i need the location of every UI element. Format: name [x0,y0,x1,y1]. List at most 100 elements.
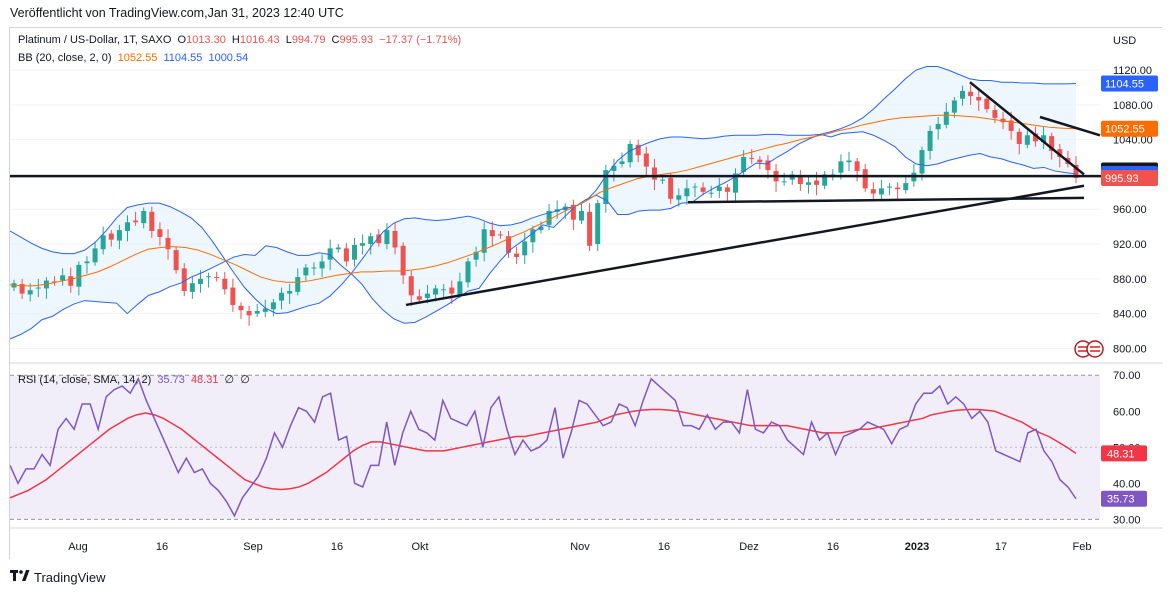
candle-body[interactable] [270,302,276,310]
candle-body[interactable] [992,110,998,118]
candle-body[interactable] [165,237,171,250]
candle-body[interactable] [408,276,414,296]
candle-body[interactable] [189,283,195,292]
candle-body[interactable] [1008,120,1014,131]
candle-body[interactable] [441,289,447,291]
rsi-line[interactable] [10,377,1077,518]
drawn-trendlines[interactable] [10,81,1108,307]
candle-body[interactable] [303,267,309,276]
candle-body[interactable] [400,245,406,276]
candle-body[interactable] [846,160,852,163]
candle-body[interactable] [287,291,293,294]
candle-body[interactable] [230,287,236,305]
candle-body[interactable] [870,189,876,194]
candle-body[interactable] [351,244,357,260]
candle-body[interactable] [173,250,179,271]
candle-body[interactable] [1032,133,1038,142]
bb-upper-line[interactable] [10,66,1077,315]
candle-body[interactable] [603,170,609,204]
candle-body[interactable] [92,248,98,263]
candle-body[interactable] [376,234,382,244]
candle-body[interactable] [578,210,584,221]
bb-lower-line[interactable] [10,131,1077,340]
candle-body[interactable] [611,165,617,171]
rsi-label[interactable]: RSI (14, close, SMA, 14, 2) [18,374,152,386]
candle-body[interactable] [668,177,674,199]
candle-body[interactable] [797,175,803,184]
bb-label[interactable]: BB (20, close, 2, 0) [18,52,112,64]
candle-body[interactable] [951,100,957,113]
candle-body[interactable] [708,192,714,194]
candle-body[interactable] [960,90,966,99]
upper-wedge-line[interactable] [1039,115,1101,137]
candle-body[interactable] [197,278,203,285]
candle-body[interactable] [246,311,252,316]
candle-body[interactable] [781,181,787,183]
candle-body[interactable] [514,253,520,258]
candle-body[interactable] [887,186,893,188]
candle-body[interactable] [538,226,544,231]
candle-body[interactable] [984,98,990,110]
candle-body[interactable] [481,229,487,253]
candle-body[interactable] [343,248,349,262]
candle-body[interactable] [919,150,925,174]
candle-body[interactable] [497,234,503,236]
symbol-title[interactable]: Platinum / US-Dollar, 1T, SAXO [18,34,172,46]
candle-body[interactable] [757,159,763,163]
rsi-sma-line[interactable] [10,408,1077,499]
candle-body[interactable] [311,267,317,269]
candle-body[interactable] [643,153,649,167]
candle-body[interactable] [700,187,706,192]
candle-body[interactable] [854,161,860,171]
candle-body[interactable] [935,123,941,130]
candle-body[interactable] [822,174,828,186]
candle-body[interactable] [724,187,730,192]
candle-body[interactable] [52,281,58,283]
candle-body[interactable] [976,96,982,101]
rsi-pane[interactable] [10,374,1100,520]
candle-body[interactable] [133,220,139,223]
candle-body[interactable] [619,161,625,164]
candle-body[interactable] [635,144,641,156]
candle-body[interactable] [457,281,463,295]
candle-body[interactable] [903,183,909,191]
candle-body[interactable] [116,230,122,241]
candle-body[interactable] [181,268,187,292]
candle-body[interactable] [76,264,82,287]
candle-body[interactable] [157,229,163,238]
candle-body[interactable] [627,143,633,163]
candle-body[interactable] [676,195,682,200]
candle-body[interactable] [68,276,74,286]
candle-body[interactable] [684,188,690,197]
chart-canvas[interactable]: 800.00840.00880.00920.00960.001000.00104… [10,28,1163,560]
candle-body[interactable] [424,293,430,298]
candlestick-series[interactable] [11,84,1079,326]
descending-trendline[interactable] [969,81,1085,176]
candle-body[interactable] [862,169,868,189]
candle-body[interactable] [878,188,884,195]
candle-body[interactable] [546,210,552,225]
candle-body[interactable] [522,241,528,256]
candle-body[interactable] [1057,149,1063,158]
candle-body[interactable] [692,186,698,188]
candle-body[interactable] [895,187,901,190]
candle-body[interactable] [368,236,374,245]
ascending-trendline[interactable] [405,184,1085,307]
flat-trendline[interactable] [687,196,1085,204]
footer-brand[interactable]: TradingView [34,570,106,585]
price-axis[interactable]: 800.00840.00880.00920.00960.001000.00104… [1074,35,1158,526]
candle-body[interactable] [262,308,268,312]
bb-basis-line[interactable] [10,114,1077,287]
candle-body[interactable] [384,230,390,245]
candle-body[interactable] [238,305,244,311]
candle-body[interactable] [327,248,333,260]
candle-body[interactable] [1041,135,1047,143]
candle-body[interactable] [108,233,114,240]
candle-body[interactable] [749,157,755,159]
candle-body[interactable] [360,243,366,246]
tradingview-logo-icon[interactable] [10,570,30,585]
eu-flag-icon[interactable] [1086,340,1104,358]
candle-body[interactable] [433,288,439,295]
candle-body[interactable] [1016,131,1022,144]
candle-body[interactable] [416,296,422,300]
